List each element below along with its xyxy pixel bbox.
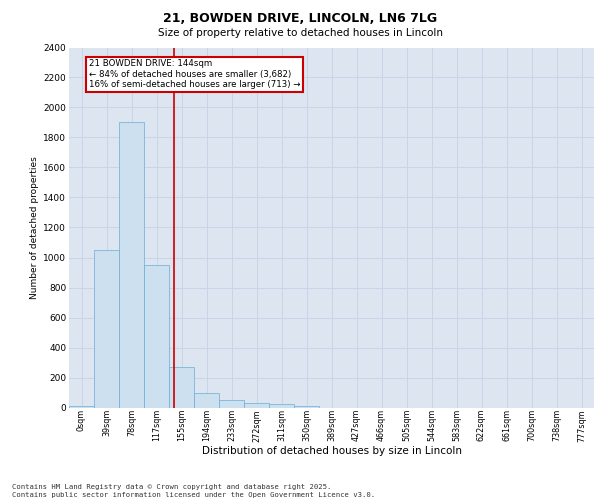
Y-axis label: Number of detached properties: Number of detached properties <box>30 156 39 299</box>
Bar <box>269 404 294 407</box>
Bar <box>144 265 169 408</box>
Bar <box>119 122 144 408</box>
Text: Size of property relative to detached houses in Lincoln: Size of property relative to detached ho… <box>157 28 443 38</box>
Bar <box>169 367 194 408</box>
X-axis label: Distribution of detached houses by size in Lincoln: Distribution of detached houses by size … <box>202 446 461 456</box>
Bar <box>244 403 269 407</box>
Bar <box>194 392 219 407</box>
Bar <box>294 406 319 407</box>
Text: Contains HM Land Registry data © Crown copyright and database right 2025.
Contai: Contains HM Land Registry data © Crown c… <box>12 484 375 498</box>
Text: 21, BOWDEN DRIVE, LINCOLN, LN6 7LG: 21, BOWDEN DRIVE, LINCOLN, LN6 7LG <box>163 12 437 26</box>
Bar <box>219 400 244 407</box>
Text: 21 BOWDEN DRIVE: 144sqm
← 84% of detached houses are smaller (3,682)
16% of semi: 21 BOWDEN DRIVE: 144sqm ← 84% of detache… <box>89 60 301 90</box>
Bar <box>69 406 94 407</box>
Bar <box>94 250 119 408</box>
